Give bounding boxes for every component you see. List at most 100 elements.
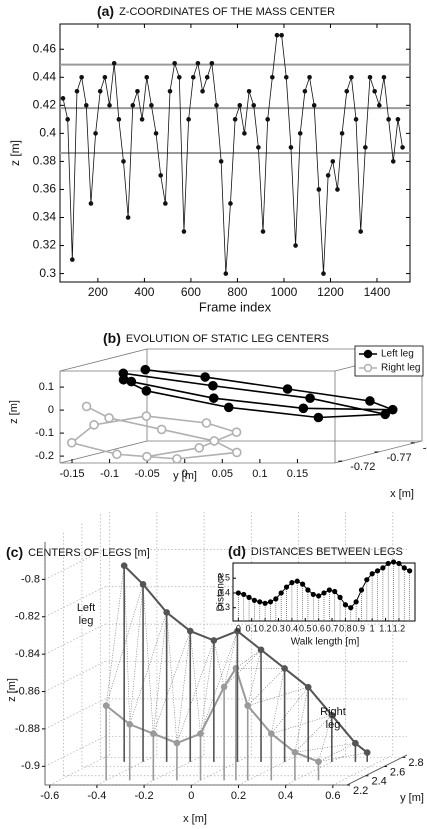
data-point [352,739,359,747]
z-tick-label: -0.9 [21,760,40,772]
annotation: leg [326,719,341,731]
z-tick-label: 0.1 [39,381,54,393]
data-point [102,74,108,80]
data-point [294,578,300,584]
connector [318,752,368,762]
z-axis-label: z [m] [8,400,20,424]
z-tick-label: -0.84 [15,648,40,660]
data-point [257,646,265,654]
data-point [83,103,89,108]
axis-line [346,754,408,786]
data-point [173,739,181,747]
x-tick-label: 0.9 [353,623,366,633]
data-point [313,412,324,423]
z-tick-label: -0.8 [21,573,40,585]
x-tick-label: 0.4 [286,623,299,633]
legend-label: Right leg [381,363,420,374]
data-point [201,418,212,428]
data-point [401,565,407,571]
connector [318,715,333,762]
data-point [365,396,375,406]
data-point [321,271,326,276]
data-point [367,74,373,80]
data-point [97,89,103,94]
data-point [396,560,402,567]
data-point [387,404,398,415]
data-point [267,599,274,605]
title: DISTANCES BETWEEN LEGS [251,546,403,558]
data-point [220,683,228,691]
data-point [293,243,298,248]
x-tick-label: 0.8 [339,623,352,633]
y-tick-label: 0.4 [39,126,56,140]
x-tick-label: -0.82 [423,443,427,455]
connector [318,742,356,762]
y-tick-label: -0.1 [100,468,119,480]
data-point [177,74,182,80]
connector [213,640,225,687]
data-point [70,257,75,262]
z-tick-label: -0.86 [15,685,40,697]
y-tick-label: 0.34 [33,210,57,224]
x-tick-label: 0.2 [259,623,272,633]
data-point [126,721,134,728]
data-point [121,159,126,164]
data-point [79,74,84,80]
data-line [62,34,403,274]
x-tick-label: 600 [181,285,201,299]
data-point [163,201,168,206]
data-point [241,591,247,598]
x-tick-label: 1.1 [379,623,392,633]
data-point [158,173,163,178]
annotation: leg [79,615,94,627]
x-tick-label: 1.2 [393,623,406,633]
legend-marker [363,363,373,373]
data-point [326,587,332,593]
data-point [390,559,397,565]
y-tick-label: 0.32 [33,238,57,252]
x-tick-label: 0.3 [272,623,285,633]
x-tick-label: 0.6 [325,790,340,802]
data-point [257,599,263,605]
z-tick-label: -0.2 [35,450,54,462]
data-point [251,597,258,603]
connector [153,612,167,734]
connector [294,687,309,753]
connector [142,584,154,734]
data-point [278,590,284,596]
connector [223,631,238,687]
data-point [144,74,150,80]
connector [247,686,309,706]
box-edge [59,348,148,372]
data-point [66,437,77,448]
x-axis-label: Walk length [m] [291,637,360,648]
series-line [123,564,368,754]
panel-label: (d) [228,543,246,559]
y-tick-label: 2.8 [408,757,423,769]
z-axis-label: z [m] [6,678,18,702]
y-tick-label: 0.44 [33,69,57,83]
data-point [60,96,66,101]
data-point [407,568,413,574]
x-tick-label: 1000 [271,285,298,299]
data-point [195,60,201,66]
y-tick-label: 0.1 [252,468,267,480]
x-tick-label: -0.4 [87,790,106,802]
data-point [172,454,182,464]
data-point [181,229,187,234]
x-axis-label: x [m] [183,813,207,825]
data-point [167,89,173,94]
data-point [234,627,241,635]
panel-d-title: (d) DISTANCES BETWEEN LEGS [228,543,403,559]
y-tick-label: 2.4 [371,776,386,788]
data-point [307,74,312,80]
data-point [279,32,284,38]
data-point [235,590,241,596]
data-point [194,443,205,453]
data-point [112,449,122,460]
data-point [363,145,368,150]
data-point [223,271,229,276]
panel-c-title: (c) CENTERS OF LEGS [m] [6,544,150,560]
x-tick-label: 0.1 [245,623,258,633]
data-point [120,562,128,569]
